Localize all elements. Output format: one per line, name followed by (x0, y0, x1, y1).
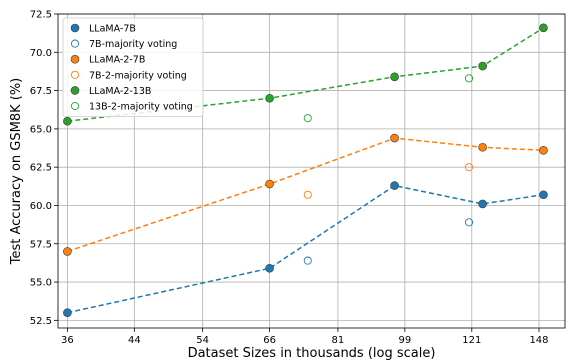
legend-marker (70, 39, 80, 48)
legend-label: 7B-2-majority voting (89, 70, 187, 81)
y-tick-label: 57.5 (30, 239, 52, 250)
data-point (390, 72, 399, 82)
legend-marker (70, 86, 80, 95)
data-point-hollow (303, 190, 312, 199)
data-point (63, 247, 72, 256)
data-point (265, 93, 274, 103)
series-13b-2-majority-voting (303, 74, 474, 123)
y-axis-label: Test Accuracy on GSM8K (%) (9, 78, 24, 266)
data-point-hollow (464, 74, 474, 83)
series-layer (63, 23, 548, 317)
legend-marker (70, 23, 80, 33)
plot-area-frame (57, 13, 566, 329)
series-7b-2-majority-voting (303, 163, 474, 199)
x-tick-label: 81 (332, 335, 345, 346)
data-point (478, 199, 487, 209)
x-tick-label: 148 (529, 335, 548, 346)
legend-label: 7B-majority voting (89, 39, 177, 50)
y-tick-label: 52.5 (30, 316, 52, 327)
data-point (63, 116, 72, 126)
y-tick-label: 55.0 (30, 278, 52, 289)
data-point-hollow (464, 163, 474, 172)
series-7b-majority-voting (303, 218, 474, 265)
legend-label: LLaMA-2-7B (89, 55, 145, 66)
data-point (478, 61, 487, 71)
series-llama-7b (63, 181, 548, 317)
x-tick-label: 44 (128, 335, 141, 346)
data-point (265, 179, 274, 189)
data-point (478, 142, 487, 152)
x-tick-label: 36 (61, 335, 74, 346)
x-axis-label: Dataset Sizes in thousands (log scale) (188, 346, 436, 361)
legend-box (62, 17, 204, 117)
axis-ticks: 36 44 54 66 81 99 121 148 52.5 55.0 57.5 60.0 62.5 65… (30, 10, 549, 347)
data-point-hollow (303, 114, 312, 123)
x-tick-label: 121 (462, 335, 481, 346)
data-point (539, 23, 548, 33)
data-point (539, 146, 548, 155)
legend-marker (70, 54, 80, 64)
legend-label: LLaMA-7B (89, 24, 136, 35)
data-point (265, 263, 274, 273)
y-tick-label: 72.5 (30, 10, 52, 21)
x-tick-label: 54 (196, 335, 209, 346)
data-point (390, 133, 399, 143)
series-llama-2-7b (63, 133, 548, 256)
x-tick-label: 99 (398, 335, 411, 346)
y-tick-label: 60.0 (30, 201, 52, 212)
y-tick-label: 70.0 (30, 48, 52, 59)
legend-label: LLaMA-2-13B (89, 86, 151, 97)
data-point (390, 181, 399, 190)
data-point-hollow (303, 256, 312, 265)
data-point (539, 190, 548, 200)
data-point-hollow (464, 218, 474, 227)
y-tick-label: 65.0 (30, 124, 52, 135)
data-point (63, 308, 72, 317)
y-tick-label: 62.5 (30, 163, 52, 174)
legend: LLaMA-7B 7B-majority voting LLaMA-2-7B 7B-2… (62, 17, 204, 117)
legend-label: 13B-2-majority voting (89, 102, 193, 113)
legend-marker (70, 101, 80, 111)
y-tick-label: 67.5 (30, 86, 52, 97)
legend-marker (70, 70, 80, 79)
series-llama-2-13b (63, 23, 548, 126)
x-tick-label: 66 (263, 335, 276, 346)
